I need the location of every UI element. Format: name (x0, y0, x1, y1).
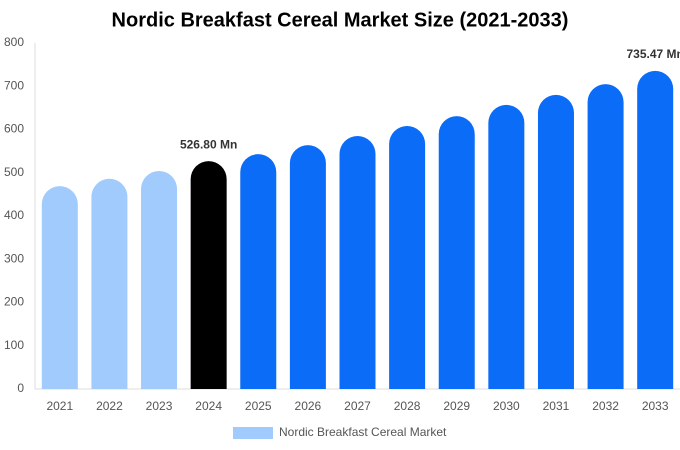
y-tick-label: 800 (4, 35, 24, 49)
bar (637, 70, 674, 389)
x-tick-label: 2028 (394, 399, 421, 413)
bar (438, 116, 475, 390)
x-tick-label: 2021 (46, 399, 73, 413)
bar (587, 84, 624, 390)
x-tick-label: 2022 (96, 399, 123, 413)
y-tick-label: 600 (4, 122, 24, 136)
value-label: 735.47 Mn (627, 47, 680, 61)
x-tick-label: 2023 (146, 399, 173, 413)
bar (537, 94, 574, 389)
x-tick-label: 2030 (493, 399, 520, 413)
x-tick-label: 2029 (443, 399, 470, 413)
x-tick-label: 2032 (592, 399, 619, 413)
x-tick-label: 2031 (543, 399, 570, 413)
bar (141, 171, 178, 389)
y-tick-label: 0 (17, 381, 24, 395)
y-tick-label: 700 (4, 78, 24, 92)
x-tick-label: 2027 (344, 399, 371, 413)
bar (91, 178, 128, 389)
bar (41, 186, 78, 389)
x-tick-label: 2026 (295, 399, 322, 413)
bar (389, 126, 426, 390)
bar (289, 145, 326, 389)
bar (488, 104, 525, 389)
bar (240, 154, 277, 389)
legend-label: Nordic Breakfast Cereal Market (279, 425, 447, 439)
y-tick-label: 400 (4, 208, 24, 222)
y-tick-label: 300 (4, 251, 24, 265)
x-tick-label: 2025 (245, 399, 272, 413)
y-tick-label: 500 (4, 165, 24, 179)
chart-title: Nordic Breakfast Cereal Market Size (202… (112, 9, 569, 31)
value-label: 526.80 Mn (180, 137, 237, 151)
y-tick-label: 100 (4, 338, 24, 352)
x-tick-label: 2033 (642, 399, 669, 413)
legend-swatch (233, 427, 273, 439)
y-tick-label: 200 (4, 295, 24, 309)
x-tick-label: 2024 (195, 399, 222, 413)
bar (339, 135, 376, 389)
bar (190, 161, 227, 389)
